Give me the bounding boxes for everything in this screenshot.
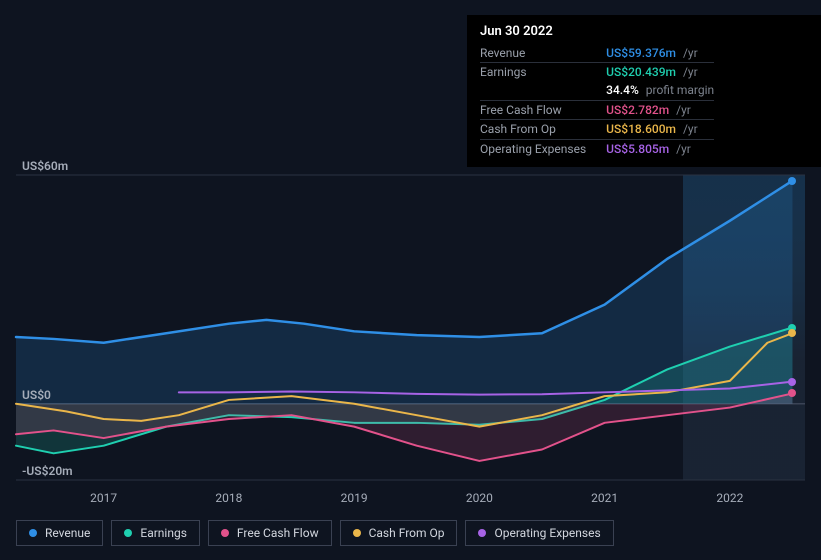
chart-container: Jun 30 2022 RevenueUS$59.376m /yrEarning… [0, 0, 821, 560]
tooltip-value-cell: US$2.782m /yr [606, 100, 714, 119]
tooltip-label: Earnings [480, 62, 606, 81]
tooltip-label: Cash From Op [480, 120, 606, 139]
tooltip-row: EarningsUS$20.439m /yr [480, 62, 714, 81]
tooltip-table: RevenueUS$59.376m /yrEarningsUS$20.439m … [480, 44, 714, 158]
tooltip-unit: /yr [676, 46, 698, 60]
series-end-marker [788, 177, 796, 185]
legend-dot-icon [221, 529, 229, 537]
tooltip-row: Free Cash FlowUS$2.782m /yr [480, 100, 714, 119]
series-end-marker [788, 378, 796, 386]
tooltip-row: 34.4% profit margin [480, 81, 714, 100]
tooltip-row: Operating ExpensesUS$5.805m /yr [480, 139, 714, 158]
legend-dot-icon [124, 529, 132, 537]
x-tick-label: 2019 [341, 491, 368, 505]
tooltip-unit: /yr [676, 65, 698, 79]
legend-item[interactable]: Operating Expenses [465, 520, 613, 546]
legend-item[interactable]: Free Cash Flow [208, 520, 332, 546]
legend-label: Free Cash Flow [237, 526, 319, 540]
x-tick-label: 2020 [466, 491, 493, 505]
tooltip-value: US$2.782m [606, 103, 669, 117]
legend-label: Earnings [140, 526, 187, 540]
tooltip-unit: /yr [676, 122, 698, 136]
legend-label: Revenue [45, 526, 90, 540]
tooltip-label [480, 81, 606, 100]
tooltip-value: 34.4% [606, 83, 639, 97]
tooltip-label: Revenue [480, 44, 606, 63]
tooltip-value: US$5.805m [606, 142, 669, 156]
tooltip-unit: /yr [669, 142, 691, 156]
tooltip-unit: /yr [669, 103, 691, 117]
series-end-marker [788, 389, 796, 397]
chart-legend: Revenue Earnings Free Cash Flow Cash From O… [16, 520, 614, 546]
series-end-marker [788, 329, 796, 337]
legend-item[interactable]: Earnings [111, 520, 200, 546]
x-tick-label: 2017 [90, 491, 117, 505]
tooltip-unit: profit margin [639, 83, 714, 97]
legend-dot-icon [353, 529, 361, 537]
tooltip-value: US$59.376m [606, 46, 676, 60]
x-tick-label: 2021 [591, 491, 618, 505]
tooltip-date: Jun 30 2022 [480, 24, 819, 40]
x-tick-label: 2022 [716, 491, 743, 505]
tooltip-row: RevenueUS$59.376m /yr [480, 44, 714, 63]
tooltip-value-cell: 34.4% profit margin [606, 81, 714, 100]
legend-dot-icon [478, 529, 486, 537]
tooltip-label: Free Cash Flow [480, 100, 606, 119]
x-tick-label: 2018 [215, 491, 242, 505]
tooltip-value-cell: US$5.805m /yr [606, 139, 714, 158]
legend-dot-icon [29, 529, 37, 537]
tooltip-value: US$20.439m [606, 65, 676, 79]
legend-item[interactable]: Revenue [16, 520, 103, 546]
y-tick-label: US$60m [22, 159, 68, 173]
legend-label: Cash From Op [369, 526, 445, 540]
tooltip-value-cell: US$18.600m /yr [606, 120, 714, 139]
tooltip-value-cell: US$20.439m /yr [606, 62, 714, 81]
tooltip-label: Operating Expenses [480, 139, 606, 158]
tooltip-value: US$18.600m [606, 122, 676, 136]
tooltip-row: Cash From OpUS$18.600m /yr [480, 120, 714, 139]
legend-item[interactable]: Cash From Op [340, 520, 458, 546]
y-tick-label: US$0 [22, 388, 51, 402]
chart-tooltip: Jun 30 2022 RevenueUS$59.376m /yrEarning… [467, 15, 821, 167]
y-tick-label: -US$20m [22, 464, 73, 478]
tooltip-value-cell: US$59.376m /yr [606, 44, 714, 63]
legend-label: Operating Expenses [494, 526, 600, 540]
